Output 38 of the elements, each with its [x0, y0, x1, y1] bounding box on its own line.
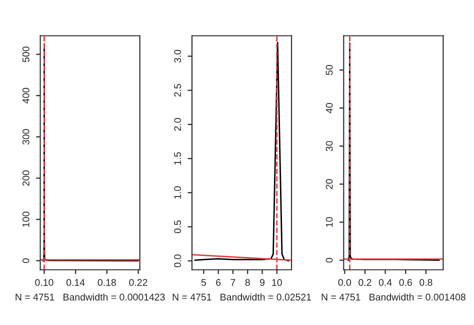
- x-tick-label: 0.22: [129, 279, 148, 286]
- y-tick-label: 1.5: [174, 152, 182, 165]
- x-tick-label: 9: [260, 279, 264, 286]
- y-tick-label: 20: [326, 179, 333, 190]
- line-series: [194, 42, 290, 262]
- x-axis-title: N = 4751 Bandwidth = 0.0001423: [16, 293, 165, 301]
- x-tick-label: 8: [245, 279, 250, 286]
- x-tick-label: 0.14: [66, 279, 85, 286]
- x-tick-label: 0.4: [378, 279, 392, 286]
- y-tick-label: 400: [22, 88, 30, 104]
- y-tick-label: 0: [22, 258, 30, 263]
- x-tick-label: 0.18: [98, 279, 116, 286]
- y-tick-label: 200: [22, 170, 30, 186]
- y-tick-label: 100: [22, 212, 30, 227]
- y-tick-label: 10: [326, 217, 333, 227]
- x-tick-label: 6: [216, 279, 221, 286]
- y-tick-label: 500: [22, 46, 30, 62]
- x-tick-label: 0.8: [420, 279, 432, 286]
- y-tick-label: 30: [326, 141, 333, 152]
- x-tick-label: 0.6: [399, 279, 412, 286]
- y-tick-label: 40: [326, 103, 333, 114]
- x-tick-label: 10: [272, 279, 282, 286]
- x-tick-label: 5: [201, 279, 206, 286]
- x-tick-label: 7: [230, 279, 236, 286]
- x-tick-label: 0.10: [35, 279, 54, 286]
- x-axis-title: N = 4751 Bandwidth = 0.02521: [172, 293, 311, 301]
- y-tick-label: 2.5: [174, 84, 182, 97]
- y-tick-label: 3.0: [174, 50, 182, 63]
- y-tick-label: 0.0: [174, 254, 182, 268]
- y-tick-label: 0.5: [174, 220, 182, 234]
- y-tick-label: 1.0: [174, 186, 182, 199]
- y-tick-label: 0: [326, 258, 333, 263]
- y-tick-label: 2.0: [174, 118, 182, 131]
- y-tick-label: 300: [22, 129, 30, 145]
- y-tick-label: 50: [326, 64, 333, 76]
- x-tick-label: 0.0: [338, 279, 352, 286]
- x-axis-title: N = 4751 Bandwidth = 0.001408: [322, 293, 466, 301]
- x-tick-label: 0.2: [358, 279, 372, 286]
